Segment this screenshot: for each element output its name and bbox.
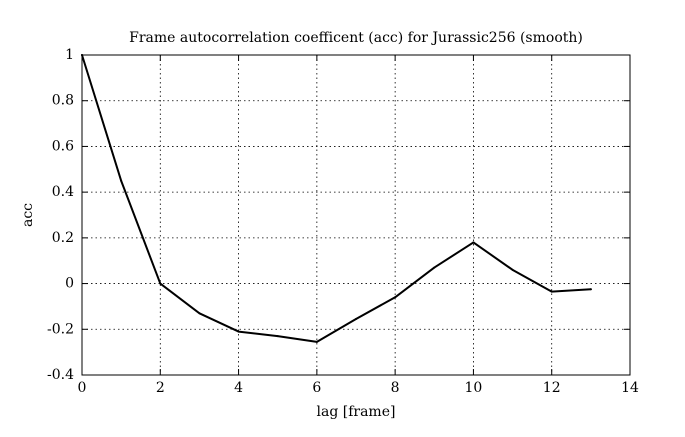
data-point xyxy=(394,296,397,299)
data-point xyxy=(120,179,123,182)
data-point xyxy=(81,54,83,56)
x-axis-label: lag [frame] xyxy=(317,404,396,420)
y-tick-label: 1 xyxy=(65,47,74,63)
data-point xyxy=(550,290,553,293)
chart-title: Frame autocorrelation coefficent (acc) f… xyxy=(129,30,583,46)
x-tick-label: 0 xyxy=(78,380,87,396)
y-tick-label: 0 xyxy=(65,276,74,292)
x-tick-label: 6 xyxy=(312,380,321,396)
y-tick-label: 0.4 xyxy=(52,184,74,200)
series-line-0 xyxy=(81,54,592,343)
y-tick-label: 0.8 xyxy=(52,93,74,109)
plot-frame xyxy=(81,54,631,376)
x-tick-label: 10 xyxy=(465,380,483,396)
data-point xyxy=(198,312,201,315)
data-point xyxy=(433,266,436,269)
x-tick-label: 12 xyxy=(543,380,561,396)
y-axis-label: acc xyxy=(20,203,36,227)
data-point xyxy=(159,282,162,285)
data-point xyxy=(276,335,279,338)
data-point xyxy=(472,241,475,244)
data-point xyxy=(355,318,357,320)
y-tick-label: -0.2 xyxy=(47,321,74,337)
series-layer xyxy=(81,54,592,343)
x-tick-label: 2 xyxy=(156,380,165,396)
y-tick-label: -0.4 xyxy=(47,367,74,383)
y-tick-label: 0.2 xyxy=(52,230,74,246)
x-tick-label: 8 xyxy=(391,380,400,396)
x-tick-label: 4 xyxy=(234,380,243,396)
data-point xyxy=(589,288,592,291)
grid xyxy=(82,55,630,375)
tick-labels: 0 2 4 6 8 10 12 14 -0.4 -0.2 0 0.2 0.4 0.6 0.8 1 xyxy=(47,47,639,396)
x-tick-label: 14 xyxy=(621,380,639,396)
data-point xyxy=(315,340,318,343)
y-tick-label: 0.6 xyxy=(52,138,74,154)
axis-ticks xyxy=(81,54,631,376)
data-point xyxy=(237,330,240,333)
data-point xyxy=(511,268,514,271)
